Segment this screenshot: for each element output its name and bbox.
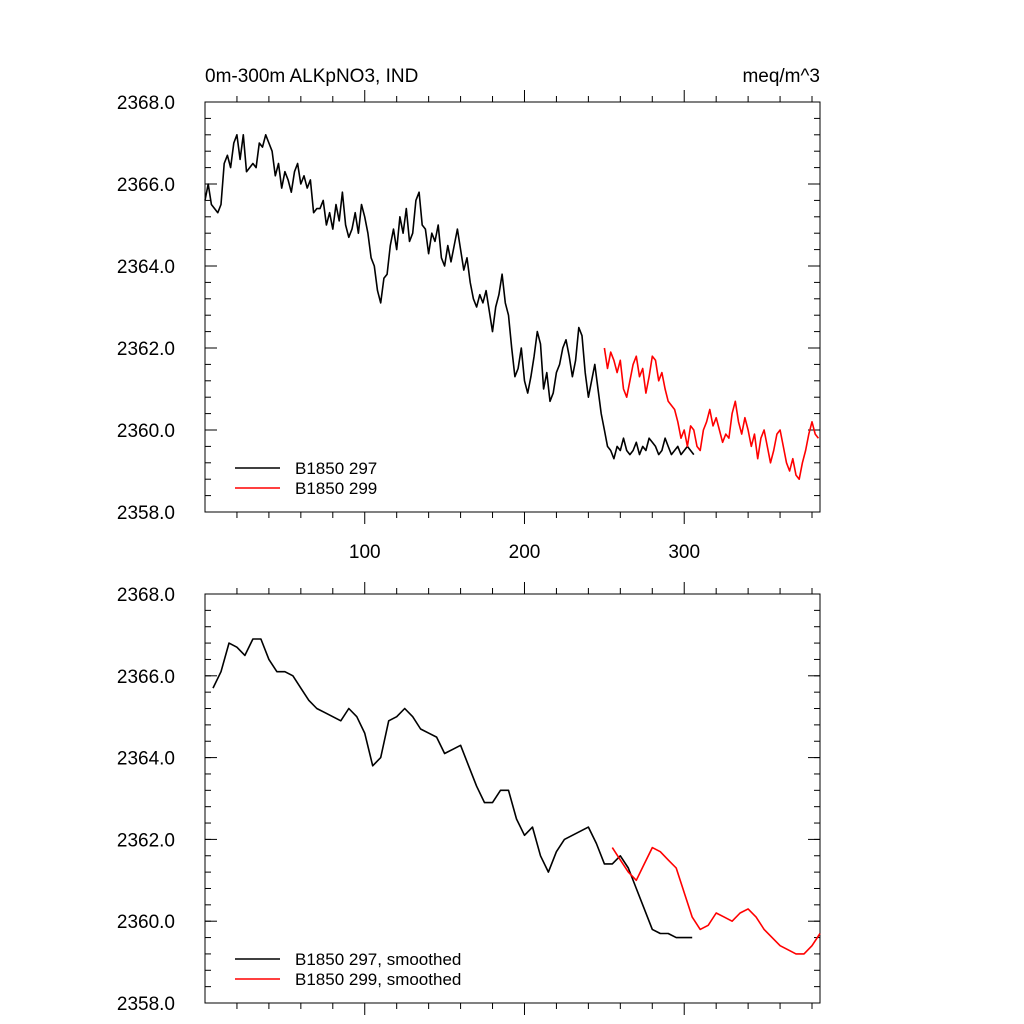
y-tick-label: 2364.0 xyxy=(117,257,175,278)
x-tick-label: 300 xyxy=(668,542,700,563)
y-tick-label: 2368.0 xyxy=(117,585,175,606)
top-panel: 2358.0 2360.0 2362.0 2364.0 2366.0 2368.0 100 2… xyxy=(117,90,821,563)
bottom-panel: 2358.0 2360.0 2362.0 2364.0 2366.0 2368.0 B185… xyxy=(117,582,821,1015)
plot-frame xyxy=(204,101,821,513)
y-tick-label: 2358.0 xyxy=(117,503,175,524)
legend-label: B1850 299 xyxy=(295,479,377,498)
y-tick-label: 2358.0 xyxy=(117,994,175,1015)
y-tick-label: 2360.0 xyxy=(117,421,175,442)
legend-label: B1850 297 xyxy=(295,459,377,478)
x-tick-label: 200 xyxy=(509,542,541,563)
chart-units: meq/m^3 xyxy=(742,66,820,87)
y-tick-label: 2360.0 xyxy=(117,912,175,933)
series-line-297 xyxy=(212,638,693,939)
y-tick-label: 2368.0 xyxy=(117,93,175,114)
series-line-299 xyxy=(603,347,820,481)
series-line-297 xyxy=(204,134,695,460)
plot-frame xyxy=(204,593,821,1004)
x-tick-label: 100 xyxy=(349,542,381,563)
y-tick-label: 2362.0 xyxy=(117,339,175,360)
y-tick-label: 2366.0 xyxy=(117,175,175,196)
y-tick-label: 2366.0 xyxy=(117,667,175,688)
legend-label: B1850 299, smoothed xyxy=(295,970,461,989)
chart-title: 0m-300m ALKpNO3, IND xyxy=(205,66,418,87)
series-line-299 xyxy=(611,846,821,955)
legend-label: B1850 297, smoothed xyxy=(295,950,461,969)
y-tick-label: 2364.0 xyxy=(117,749,175,770)
y-tick-label: 2362.0 xyxy=(117,830,175,851)
